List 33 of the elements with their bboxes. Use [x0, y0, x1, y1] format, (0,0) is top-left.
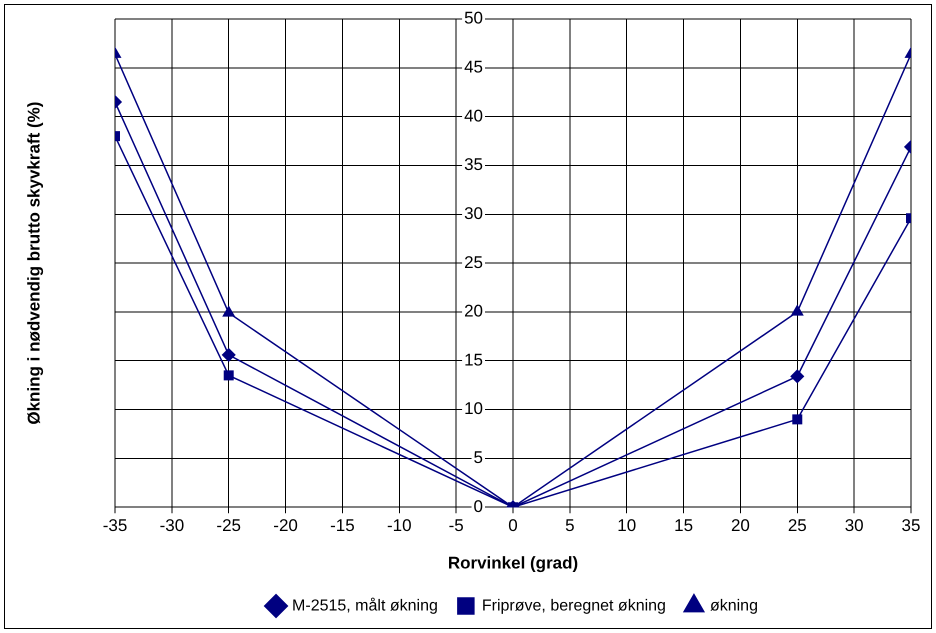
y-tick-label: 5 — [474, 448, 483, 468]
x-tick-label: -35 — [102, 516, 128, 536]
y-tick-label: 25 — [464, 252, 483, 272]
y-tick-label: 0 — [474, 496, 483, 516]
y-axis-title: Økning i nødvendig brutto skyvkraft (%) — [24, 102, 44, 425]
x-tick-label: -20 — [273, 516, 298, 536]
y-tick-label: 50 — [464, 8, 483, 28]
x-tick-label: 10 — [617, 516, 636, 536]
legend-label: Friprøve, beregnet økning — [482, 597, 666, 614]
x-tick-label: -30 — [160, 516, 184, 536]
x-tick-label: 0 — [508, 516, 518, 536]
x-tick-label: -25 — [216, 516, 242, 536]
y-tick-label: 10 — [464, 399, 483, 418]
point — [222, 306, 235, 317]
x-tick-label: 25 — [788, 516, 807, 536]
x-tick-label: -10 — [386, 516, 412, 536]
legend-label: M-2515, målt økning — [292, 597, 438, 614]
y-tick-label: 20 — [464, 302, 483, 321]
legend-label: økning — [710, 597, 758, 614]
x-tick-label: 15 — [674, 516, 694, 536]
x-tick-label: -15 — [330, 516, 355, 536]
point — [791, 305, 804, 316]
y-tick-label: 30 — [464, 204, 483, 223]
x-tick-label: 5 — [565, 516, 575, 536]
x-axis-title: Rorvinkel (grad) — [448, 553, 578, 572]
y-tick-label: 15 — [464, 350, 483, 370]
x-tick-label: 30 — [844, 516, 864, 536]
x-tick-label: -5 — [448, 516, 464, 536]
x-tick-label: 20 — [730, 516, 750, 536]
y-tick-label: 40 — [464, 106, 483, 126]
y-tick-label: 35 — [464, 155, 483, 174]
y-tick-label: 45 — [464, 58, 483, 77]
x-tick-label: 35 — [902, 516, 920, 536]
